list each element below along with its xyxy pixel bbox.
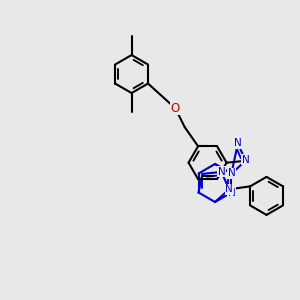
- Text: N: N: [234, 138, 242, 148]
- Text: N: N: [218, 167, 225, 177]
- Text: N: N: [228, 169, 235, 178]
- Text: N: N: [225, 184, 233, 194]
- Text: N: N: [242, 155, 249, 165]
- Text: N: N: [228, 188, 235, 197]
- Text: N: N: [234, 138, 242, 148]
- Text: O: O: [171, 102, 180, 115]
- Text: N: N: [228, 169, 235, 178]
